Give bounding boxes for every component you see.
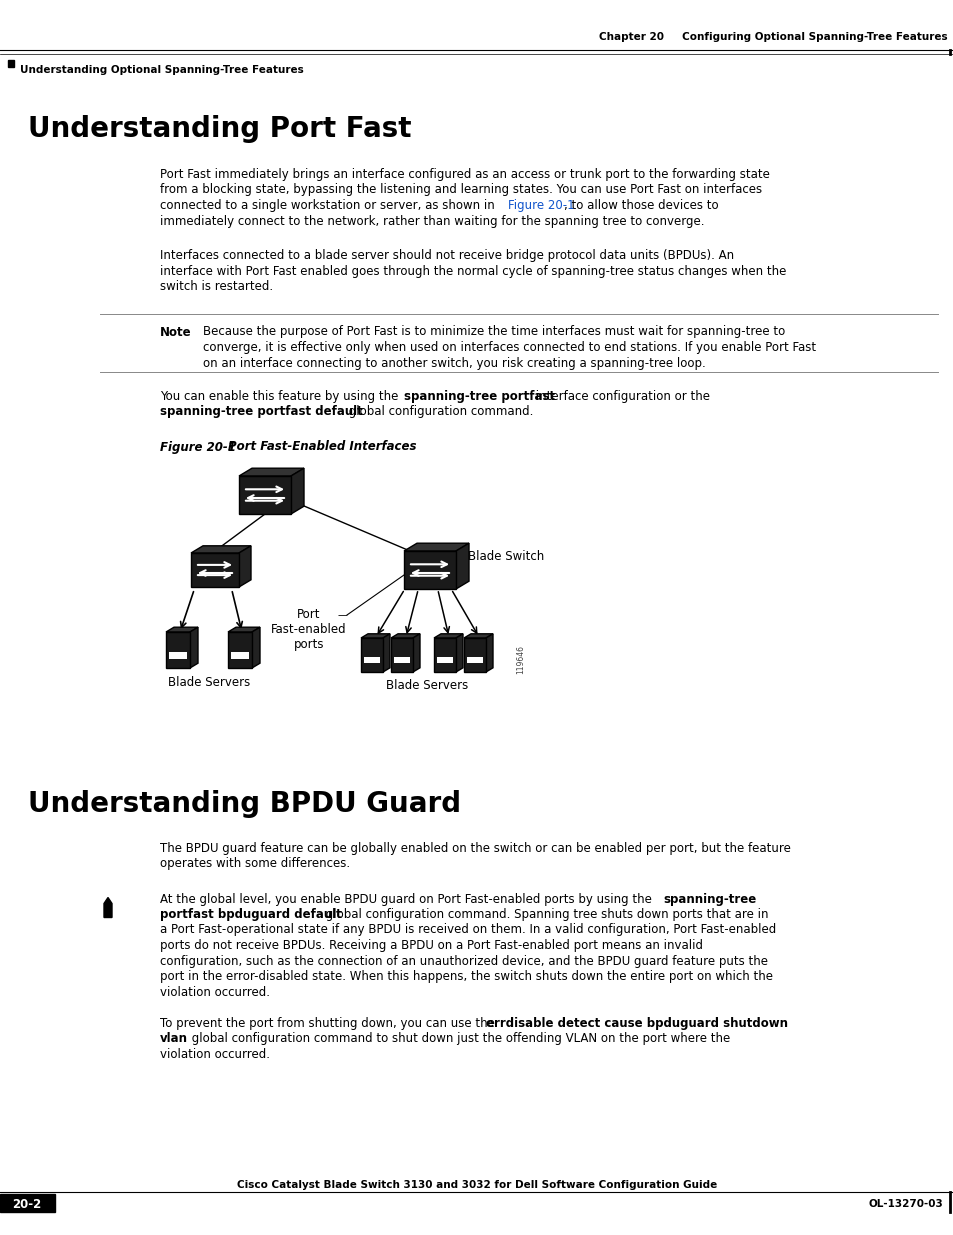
Text: vlan: vlan [160, 1032, 188, 1045]
Bar [403, 551, 456, 589]
Text: Blade Servers: Blade Servers [168, 676, 250, 689]
Polygon shape [434, 634, 462, 638]
Text: global configuration command.: global configuration command. [345, 405, 533, 419]
Polygon shape [191, 546, 251, 553]
Text: violation occurred.: violation occurred. [160, 986, 270, 999]
Bar [191, 553, 239, 587]
Polygon shape [485, 634, 493, 672]
Polygon shape [463, 634, 493, 638]
Text: Cisco Catalyst Blade Switch 3130 and 3032 for Dell Software Configuration Guide: Cisco Catalyst Blade Switch 3130 and 303… [236, 1179, 717, 1191]
Polygon shape [239, 546, 251, 587]
Text: Understanding BPDU Guard: Understanding BPDU Guard [28, 790, 460, 818]
Text: switch is restarted.: switch is restarted. [160, 280, 273, 294]
Bar [463, 638, 485, 672]
Text: global configuration command. Spanning tree shuts down ports that are in: global configuration command. Spanning t… [322, 908, 768, 921]
Text: converge, it is effective only when used on interfaces connected to end stations: converge, it is effective only when used… [203, 341, 815, 354]
Polygon shape [228, 627, 260, 632]
Text: errdisable detect cause bpduguard shutdown: errdisable detect cause bpduguard shutdo… [485, 1016, 787, 1030]
Bar [434, 638, 456, 672]
Text: You can enable this feature by using the: You can enable this feature by using the [160, 390, 402, 403]
Polygon shape [391, 634, 419, 638]
Text: Blade Servers: Blade Servers [386, 679, 468, 692]
Text: Port Fast-Enabled Interfaces: Port Fast-Enabled Interfaces [228, 441, 416, 453]
Text: At the global level, you enable BPDU guard on Port Fast-enabled ports by using t: At the global level, you enable BPDU gua… [160, 893, 655, 905]
Bar [239, 475, 291, 514]
Text: global configuration command to shut down just the offending VLAN on the port wh: global configuration command to shut dow… [188, 1032, 729, 1045]
Polygon shape [360, 634, 390, 638]
Polygon shape [403, 543, 469, 551]
Polygon shape [413, 634, 419, 672]
Text: Understanding Port Fast: Understanding Port Fast [28, 115, 411, 143]
Text: interface with Port Fast enabled goes through the normal cycle of spanning-tree : interface with Port Fast enabled goes th… [160, 266, 785, 278]
Bar [467, 657, 482, 663]
Text: Because the purpose of Port Fast is to minimize the time interfaces must wait fo: Because the purpose of Port Fast is to m… [203, 326, 784, 338]
Text: Chapter 20     Configuring Optional Spanning-Tree Features: Chapter 20 Configuring Optional Spanning… [598, 32, 947, 42]
Text: spanning-tree portfast: spanning-tree portfast [403, 390, 555, 403]
Polygon shape [382, 634, 390, 672]
Text: operates with some differences.: operates with some differences. [160, 857, 350, 871]
Bar [436, 657, 453, 663]
Text: , to allow those devices to: , to allow those devices to [563, 199, 718, 212]
Polygon shape [456, 543, 469, 589]
Text: interface configuration or the: interface configuration or the [532, 390, 709, 403]
Text: spanning-tree portfast default: spanning-tree portfast default [160, 405, 362, 419]
Text: from a blocking state, bypassing the listening and learning states. You can use : from a blocking state, bypassing the lis… [160, 184, 761, 196]
Bar [169, 652, 187, 658]
Text: Port
Fast-enabled
ports: Port Fast-enabled ports [271, 608, 347, 651]
Polygon shape [104, 898, 112, 918]
Bar [394, 657, 410, 663]
Text: Note: Note [160, 326, 192, 338]
Text: OL-13270-03: OL-13270-03 [867, 1199, 942, 1209]
Text: on an interface connecting to another switch, you risk creating a spanning-tree : on an interface connecting to another sw… [203, 357, 705, 369]
Text: spanning-tree: spanning-tree [662, 893, 756, 905]
Text: Interfaces connected to a blade server should not receive bridge protocol data u: Interfaces connected to a blade server s… [160, 249, 734, 263]
Bar [360, 638, 382, 672]
Polygon shape [190, 627, 198, 668]
Text: connected to a single workstation or server, as shown in: connected to a single workstation or ser… [160, 199, 498, 212]
Text: violation occurred.: violation occurred. [160, 1047, 270, 1061]
Text: 119646: 119646 [516, 646, 525, 674]
Text: a Port Fast-operational state if any BPDU is received on them. In a valid config: a Port Fast-operational state if any BPD… [160, 924, 776, 936]
Polygon shape [166, 627, 198, 632]
Text: configuration, such as the connection of an unauthorized device, and the BPDU gu: configuration, such as the connection of… [160, 955, 767, 967]
Bar [0, 1194, 55, 1212]
Bar [391, 638, 413, 672]
Bar [228, 632, 252, 668]
Text: Blade Switch: Blade Switch [468, 550, 543, 563]
Text: —: — [337, 610, 347, 620]
Text: Figure 20-1: Figure 20-1 [160, 441, 235, 453]
Text: immediately connect to the network, rather than waiting for the spanning tree to: immediately connect to the network, rath… [160, 215, 703, 227]
Bar [166, 632, 190, 668]
Text: portfast bpduguard default: portfast bpduguard default [160, 908, 341, 921]
Polygon shape [239, 468, 304, 475]
Text: port in the error-disabled state. When this happens, the switch shuts down the e: port in the error-disabled state. When t… [160, 969, 772, 983]
Polygon shape [456, 634, 462, 672]
Polygon shape [252, 627, 260, 668]
Text: To prevent the port from shutting down, you can use the: To prevent the port from shutting down, … [160, 1016, 498, 1030]
Text: Understanding Optional Spanning-Tree Features: Understanding Optional Spanning-Tree Fea… [20, 65, 303, 75]
Text: The BPDU guard feature can be globally enabled on the switch or can be enabled p: The BPDU guard feature can be globally e… [160, 842, 790, 855]
Bar [8, 61, 14, 67]
Text: Figure 20-1: Figure 20-1 [507, 199, 574, 212]
Text: Port Fast immediately brings an interface configured as an access or trunk port : Port Fast immediately brings an interfac… [160, 168, 769, 182]
Bar [364, 657, 379, 663]
Text: 20-2: 20-2 [12, 1198, 42, 1210]
Bar [231, 652, 249, 658]
Text: ports do not receive BPDUs. Receiving a BPDU on a Port Fast-enabled port means a: ports do not receive BPDUs. Receiving a … [160, 939, 702, 952]
Polygon shape [291, 468, 304, 514]
